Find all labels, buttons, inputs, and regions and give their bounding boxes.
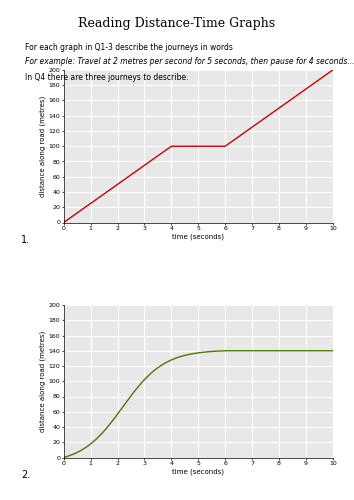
Text: In Q4 there are three journeys to describe.: In Q4 there are three journeys to descri… — [25, 72, 188, 82]
X-axis label: time (seconds): time (seconds) — [172, 469, 224, 475]
Y-axis label: distance along road (metres): distance along road (metres) — [39, 96, 46, 197]
Text: For each graph in Q1-3 describe the journeys in words: For each graph in Q1-3 describe the jour… — [25, 42, 233, 51]
Text: Reading Distance-Time Graphs: Reading Distance-Time Graphs — [79, 18, 275, 30]
X-axis label: time (seconds): time (seconds) — [172, 234, 224, 240]
Y-axis label: distance along road (metres): distance along road (metres) — [39, 330, 46, 432]
Text: 1.: 1. — [21, 235, 30, 245]
Text: 2.: 2. — [21, 470, 30, 480]
Text: For example: Travel at 2 metres per second for 5 seconds, then pause for 4 secon: For example: Travel at 2 metres per seco… — [25, 58, 354, 66]
